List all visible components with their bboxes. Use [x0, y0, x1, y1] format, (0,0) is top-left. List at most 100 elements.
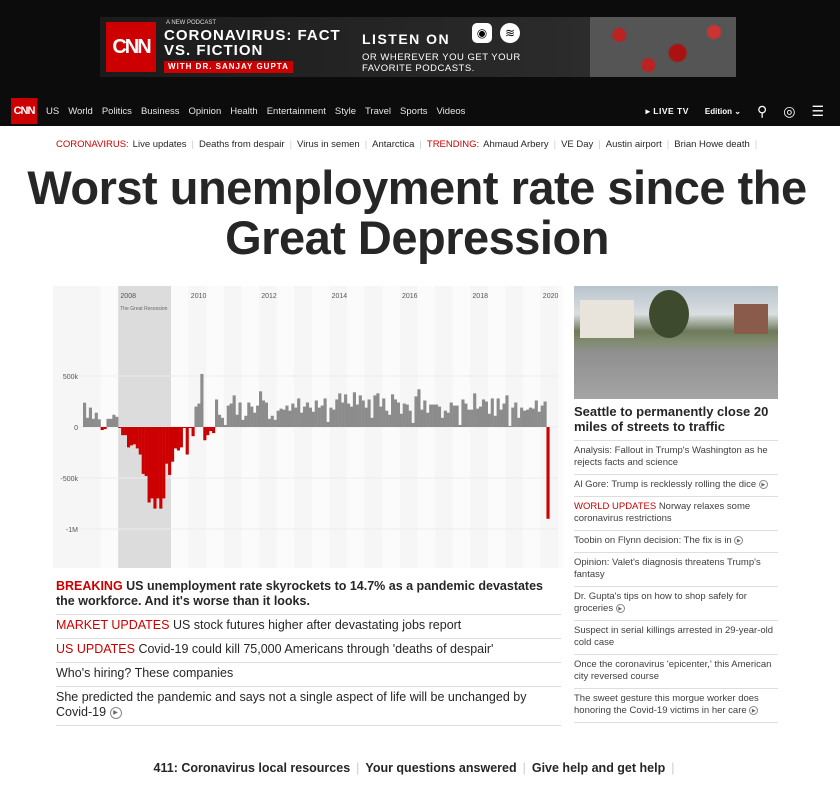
chart-bar — [282, 409, 286, 427]
x-tick-label: 2010 — [191, 293, 207, 300]
story-link[interactable]: Analysis: Fallout in Trump's Washington … — [574, 441, 778, 475]
chart-bar — [402, 403, 406, 427]
cnn-logo: CNN — [106, 22, 156, 72]
chart-bar — [391, 394, 395, 427]
divider: | — [598, 139, 601, 150]
story-link[interactable]: MARKET UPDATES US stock futures higher a… — [56, 615, 561, 639]
menu-icon[interactable]: ☰ — [811, 102, 824, 119]
story-link[interactable]: She predicted the pandemic and says not … — [56, 687, 561, 726]
chart-bar — [235, 414, 239, 427]
seattle-street-photo[interactable] — [574, 286, 778, 399]
chart-bar — [217, 414, 222, 427]
chart-bar — [115, 416, 119, 427]
virus-image — [590, 17, 736, 77]
chart-bar — [364, 407, 368, 427]
story-link[interactable]: BREAKING US unemployment rate skyrockets… — [56, 576, 561, 615]
chart-bar — [156, 427, 160, 499]
podcast-ad-banner[interactable]: CNN A NEW PODCAST CORONAVIRUS: FACT VS. … — [100, 17, 736, 77]
page-headline[interactable]: Worst unemployment rate since the Great … — [27, 161, 807, 264]
bottom-link[interactable]: 411: Coronavirus local resources — [153, 761, 351, 775]
story-link[interactable]: WORLD UPDATES Norway relaxes some corona… — [574, 497, 778, 531]
right-headline[interactable]: Seattle to permanently close 20 miles of… — [574, 399, 778, 441]
chart-bar — [320, 405, 324, 427]
story-link[interactable]: Once the coronavirus 'epicenter,' this A… — [574, 655, 778, 689]
story-link[interactable]: Al Gore: Trump is recklessly rolling the… — [574, 475, 778, 497]
chart-bar — [335, 399, 339, 427]
trending-link[interactable]: Deaths from despair — [199, 139, 285, 150]
chart-bar — [253, 412, 257, 427]
divider: | — [364, 139, 368, 150]
chart-bar — [88, 407, 92, 427]
story-link[interactable]: Toobin on Flynn decision: The fix is in … — [574, 531, 778, 553]
chart-bar — [144, 427, 148, 476]
chart-bar — [297, 398, 301, 427]
chart-bar — [138, 427, 142, 455]
chart-bar — [209, 427, 213, 432]
apple-podcasts-icon[interactable]: ◉ — [472, 23, 492, 43]
story-text: US unemployment rate skyrockets to 14.7%… — [56, 579, 544, 608]
story-link[interactable]: Suspect in serial killings arrested in 2… — [574, 621, 778, 655]
chart-bar — [267, 418, 271, 427]
chart-bar — [135, 427, 139, 449]
chart-bar — [531, 408, 535, 427]
nav-item[interactable]: Politics — [101, 105, 132, 117]
chart-bar — [185, 427, 189, 455]
chart-bar — [443, 410, 447, 427]
chart-bar — [223, 424, 227, 427]
nav-item[interactable]: Sports — [400, 105, 428, 117]
cnn-logo[interactable]: CNN — [11, 98, 37, 124]
trending-link[interactable]: Brian Howe death — [674, 139, 750, 150]
divider: | — [191, 139, 195, 150]
ad-subtext: OR WHEREVER YOU GET YOUR FAVORITE PODCAS… — [362, 52, 521, 74]
story-link[interactable]: Dr. Gupta's tips on how to shop safely f… — [574, 587, 778, 621]
trending-link[interactable]: Live updates — [132, 139, 187, 150]
edition-dropdown[interactable]: Edition ⌄ — [704, 106, 741, 116]
chart-bar — [467, 409, 471, 427]
nav-item[interactable]: Style — [334, 105, 356, 117]
ad-title: CORONAVIRUS: FACT VS. FICTION — [164, 27, 341, 59]
chart-bar — [127, 427, 131, 448]
spotify-icon[interactable]: ≋ — [500, 23, 520, 43]
nav-item[interactable]: US — [46, 105, 60, 117]
chart-bar — [452, 405, 456, 427]
chart-bar — [385, 410, 389, 427]
nav-item[interactable]: Business — [140, 105, 180, 117]
chart-bar — [426, 412, 430, 427]
chart-bar — [141, 427, 145, 474]
nav-item[interactable]: World — [68, 105, 93, 117]
chart-bar — [487, 413, 491, 427]
chart-bar — [408, 410, 412, 427]
chart-bar — [502, 403, 506, 427]
chart-bar — [543, 401, 547, 427]
nav-item[interactable]: Opinion — [188, 105, 222, 117]
trending-link[interactable]: Ahmaud Arbery — [483, 139, 549, 150]
bottom-link[interactable]: Give help and get help — [531, 761, 666, 775]
chart-bar — [294, 407, 298, 427]
story-link[interactable]: Opinion: Valet's diagnosis threatens Tru… — [574, 553, 778, 587]
story-text: Al Gore: Trump is recklessly rolling the… — [574, 479, 757, 490]
bottom-link[interactable]: Your questions answered — [365, 761, 517, 775]
nav-item[interactable]: Health — [230, 105, 258, 117]
search-icon[interactable]: ⚲ — [756, 102, 768, 119]
trending-link[interactable]: Austin airport — [605, 139, 662, 150]
nav-item[interactable]: Entertainment — [266, 105, 326, 117]
jobs-chart[interactable]: 500k 0 -500k -1M 2008 2010 2012 2014 2016 2018 202… — [53, 286, 576, 568]
chart-bar — [276, 410, 280, 427]
chart-bar — [247, 402, 251, 427]
trending-link[interactable]: Virus in semen — [297, 139, 360, 150]
story-link[interactable]: US UPDATES Covid-19 could kill 75,000 Am… — [56, 639, 561, 663]
chart-bar — [171, 427, 175, 462]
y-tick-label: -500k — [60, 476, 78, 483]
nav-item[interactable]: Videos — [436, 105, 466, 117]
chart-bar — [305, 402, 310, 427]
top-ad: CNN A NEW PODCAST CORONAVIRUS: FACT VS. … — [0, 0, 840, 96]
trending-label: TRENDING: — [426, 139, 480, 150]
trending-link[interactable]: Antarctica — [372, 139, 415, 150]
account-icon[interactable]: ◎ — [783, 102, 796, 119]
trending-link[interactable]: VE Day — [561, 139, 594, 150]
live-tv-link[interactable]: ▸ LIVE TV — [645, 105, 689, 116]
story-link[interactable]: Who's hiring? These companies — [56, 663, 561, 687]
nav-item[interactable]: Travel — [365, 105, 392, 117]
chart-bar — [523, 410, 527, 427]
story-link[interactable]: The sweet gesture this morgue worker doe… — [574, 689, 778, 723]
